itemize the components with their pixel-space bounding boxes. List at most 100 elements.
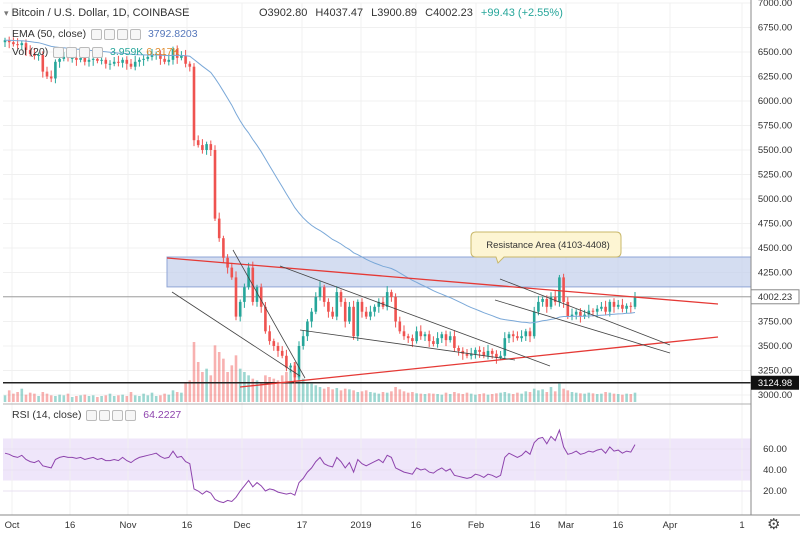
volume-bar (469, 393, 473, 402)
volume-bar (381, 392, 385, 402)
candle-body (520, 336, 523, 339)
more-icon[interactable] (92, 46, 104, 58)
candle-body (49, 76, 53, 79)
close-icon[interactable] (117, 28, 129, 40)
volume-bar (142, 393, 145, 402)
candle-body (595, 308, 599, 312)
candle-body (331, 311, 334, 317)
volume-bar (356, 392, 360, 402)
candle-body (600, 306, 603, 309)
volume-bar (280, 375, 284, 402)
ema-legend[interactable]: EMA (50, close) 3792.8203 (12, 28, 198, 40)
candle-body (104, 59, 108, 64)
volume-legend[interactable]: Vol (20) 3.959K 6.317K (12, 46, 180, 58)
candle-body (314, 297, 318, 312)
time-tick-label: Dec (234, 520, 251, 531)
candle-body (440, 334, 444, 339)
volume-bar (213, 345, 217, 402)
time-tick-label: 16 (613, 520, 624, 531)
channel-line-1[interactable] (171, 291, 301, 377)
channel-line-2[interactable] (232, 249, 306, 379)
volume-bar (457, 393, 460, 402)
volume-bar (398, 389, 402, 402)
candle-body (62, 56, 66, 59)
price-tick-label: 5500.00 (758, 145, 792, 156)
candle-body (427, 334, 431, 342)
candle-body (377, 301, 381, 307)
close-icon[interactable] (112, 409, 124, 421)
settings-icon[interactable] (99, 409, 111, 421)
volume-bar (528, 392, 532, 402)
close-icon[interactable] (79, 46, 91, 58)
eye-icon[interactable] (53, 46, 65, 58)
volume-bar (327, 387, 330, 402)
volume-bar (507, 393, 511, 402)
price-axis[interactable]: 3000.003250.003500.003750.004000.004250.… (758, 0, 792, 401)
candle-body (469, 353, 473, 356)
rsi-legend[interactable]: RSI (14, close) 64.2227 (12, 409, 181, 421)
more-icon[interactable] (125, 409, 137, 421)
volume-bar (478, 394, 481, 402)
channel-line-5[interactable] (499, 278, 671, 346)
volume-bar (364, 390, 368, 402)
volume-bar (188, 380, 192, 402)
candle-body (406, 336, 410, 339)
volume-bar (562, 388, 565, 402)
rsi-axis[interactable]: 20.00 40.00 60.00 (763, 444, 787, 497)
price-tick-label: 3250.00 (758, 366, 792, 377)
candle-body (7, 40, 11, 43)
time-tick-label: 16 (65, 520, 76, 531)
volume-bar (79, 395, 82, 402)
gear-icon[interactable]: ⚙ (767, 516, 781, 533)
candle-body (453, 336, 456, 348)
candle-body (196, 140, 200, 146)
volume-bar (591, 393, 595, 402)
settings-icon[interactable] (104, 28, 116, 40)
channel-line-4[interactable] (299, 329, 516, 361)
candle-body (159, 53, 162, 59)
volume-bar (612, 393, 616, 402)
time-axis[interactable]: Oct 16 Nov 16 Dec 17 2019 16 Feb 16 Mar 16 Apr 1 (5, 520, 745, 531)
volume-bar (45, 393, 49, 402)
candle-body (3, 40, 7, 43)
high-value: H4037.47 (315, 7, 364, 19)
volume-bar (70, 397, 74, 402)
candle-body (524, 331, 528, 337)
symbol-title[interactable]: Bitcoin / U.S. Dollar, 1D, COINBASE (11, 7, 190, 19)
volume-bar (402, 391, 406, 402)
volume-bar (318, 387, 322, 402)
price-tick-label: 3750.00 (758, 317, 792, 328)
collapse-icon[interactable]: ▾ (4, 8, 9, 18)
volume-bar (465, 392, 469, 402)
volume-bar (541, 389, 544, 402)
red-resistance-trendline[interactable] (166, 257, 719, 305)
more-icon[interactable] (130, 28, 142, 40)
candle-body (163, 58, 166, 62)
volume-bar (226, 372, 229, 402)
eye-icon[interactable] (91, 28, 103, 40)
price-tick-label: 7000.00 (758, 0, 792, 9)
candle-body (285, 355, 288, 368)
resistance-callout[interactable]: Resistance Area (4103-4408) (470, 231, 622, 264)
trend-lines[interactable] (166, 249, 719, 388)
candle-body (20, 43, 24, 46)
candle-body (616, 304, 620, 307)
support-price-tag-box (751, 375, 799, 390)
red-support-trendline[interactable] (239, 336, 719, 388)
channel-line-6[interactable] (494, 299, 671, 354)
volume-bar (251, 378, 255, 402)
chart-header: ▾ Bitcoin / U.S. Dollar, 1D, COINBASE (4, 7, 189, 19)
volume-bar (331, 389, 334, 402)
candle-body (541, 298, 544, 302)
candle-body (432, 341, 435, 345)
eye-icon[interactable] (86, 409, 98, 421)
candle-body (12, 42, 15, 45)
candle-body (478, 349, 481, 352)
volume-bar (553, 391, 557, 402)
settings-icon[interactable] (66, 46, 78, 58)
channel-line-3[interactable] (279, 265, 551, 367)
candle-body (108, 63, 112, 65)
volume-bar (7, 390, 11, 402)
candle-body (528, 331, 532, 337)
